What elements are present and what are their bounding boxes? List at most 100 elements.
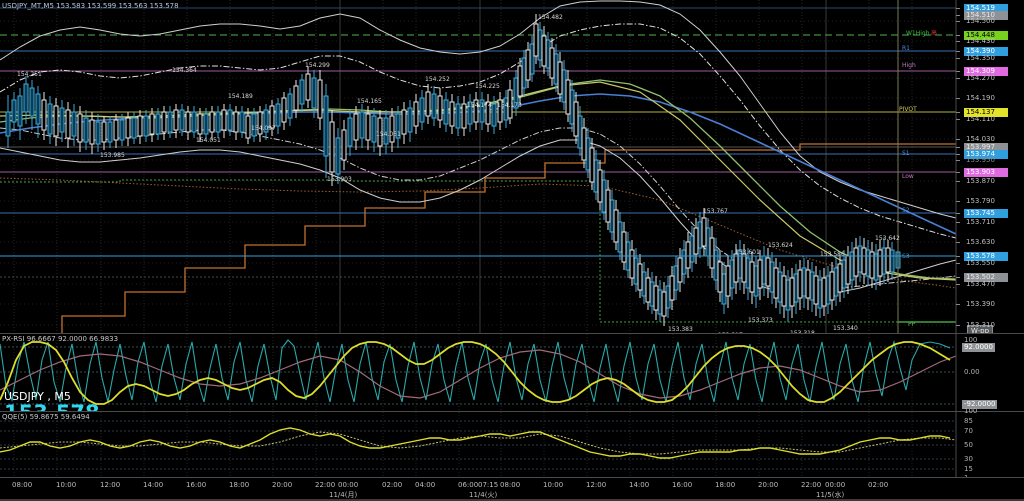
time-tick-label: 00:00 xyxy=(338,481,359,489)
time-tick-label: 12:00 xyxy=(100,481,121,489)
time-tick-label: 20:00 xyxy=(758,481,779,489)
time-scale[interactable]: 08:00 10:00 12:00 14:00 16:00 18:00 20:00 22:00… xyxy=(0,478,1024,501)
price-tick: 154.270 xyxy=(966,74,995,82)
price-tick-highlight: 153.997 xyxy=(964,143,1008,152)
price-tick-mark xyxy=(956,222,960,223)
time-tick-label: 12:00 xyxy=(586,481,607,489)
price-tick: 153.950 xyxy=(966,156,995,164)
px-rsi-main-line xyxy=(0,341,951,405)
price-tick-mark xyxy=(956,154,960,155)
price-tick-mark xyxy=(956,21,960,22)
price-tick: 153.790 xyxy=(966,197,995,205)
upper-dashdot-band xyxy=(0,23,957,239)
qqe-level-lines xyxy=(0,420,956,470)
price-tick-mark xyxy=(956,160,960,161)
price-tick: 153.630 xyxy=(966,238,995,246)
price-tick: 154.430 xyxy=(966,37,995,45)
price-tick-mark xyxy=(956,242,960,243)
px-rsi-slow-line xyxy=(0,349,957,399)
pp-step-line xyxy=(0,179,956,323)
price-tick-mark xyxy=(956,41,960,42)
qqe-main-line xyxy=(0,427,951,459)
pivot-level-lines xyxy=(0,7,956,278)
time-tick-label: 18:00 xyxy=(229,481,250,489)
price-tick-highlight: 153.974 xyxy=(964,150,1008,159)
price-tick-highlight: 154.309 xyxy=(964,67,1008,76)
indicator-tick-highlight: -92.0000 xyxy=(962,400,998,409)
pane-divider-3 xyxy=(0,477,1024,478)
qqe-header: QQE(5) 59.8675 59.6494 xyxy=(2,413,90,421)
indicator-tick: 100 xyxy=(964,336,978,344)
px-rsi-fast-line xyxy=(0,339,951,403)
qqe-signal-line xyxy=(0,431,957,455)
time-tick-label: 10:00 xyxy=(543,481,564,489)
price-tick-mark xyxy=(956,112,960,113)
price-tick-mark xyxy=(956,139,960,140)
price-tick-mark xyxy=(956,119,960,120)
symbol-overlay-label: USDJPY , M5 xyxy=(4,390,71,403)
indicator-tick: 0.00 xyxy=(964,368,980,376)
time-date-label: 11/4(月) xyxy=(329,491,358,499)
price-tick: 153.550 xyxy=(966,259,995,267)
qqe-pane[interactable] xyxy=(0,412,1024,478)
price-tick-mark xyxy=(956,284,960,285)
price-tick-highlight: 154.390 xyxy=(964,47,1008,56)
time-tick-label: 07:15 xyxy=(478,481,499,489)
px-rsi-pane[interactable] xyxy=(0,334,1024,411)
price-tick-mark xyxy=(956,256,960,257)
pane-divider-2 xyxy=(0,411,1024,412)
price-tick-mark xyxy=(956,325,960,326)
price-tick-mark xyxy=(956,263,960,264)
time-tick-label: 02:00 xyxy=(382,481,403,489)
indicator-tick: 85 xyxy=(964,417,973,425)
price-tick: 154.110 xyxy=(966,115,995,123)
price-tick-mark xyxy=(956,98,960,99)
price-tick-mark xyxy=(956,213,960,214)
price-tick: 153.390 xyxy=(966,300,995,308)
price-tick-mark xyxy=(956,71,960,72)
price-tick: 153.470 xyxy=(966,280,995,288)
time-date-label: 11/5(水) xyxy=(816,491,845,499)
price-tick: 154.190 xyxy=(966,94,995,102)
indicator-tick: 50 xyxy=(964,441,973,449)
time-tick-label: 22:00 xyxy=(315,481,336,489)
indicator-tick: 100 xyxy=(964,407,978,415)
candlestick-series xyxy=(5,14,901,326)
price-tick-mark xyxy=(956,15,960,16)
indicator-tick: 15 xyxy=(964,465,973,473)
price-tick-mark xyxy=(956,147,960,148)
time-tick-label: 22:00 xyxy=(801,481,822,489)
chart-title: USDJPY_MT,M5 153.583 153.599 153.563 153… xyxy=(2,2,179,10)
price-tick-mark xyxy=(956,51,960,52)
price-tick-highlight: 153.578 xyxy=(964,252,1008,261)
price-tick-mark xyxy=(956,172,960,173)
time-tick-label: 08:00 xyxy=(500,481,521,489)
time-tick-label: 16:00 xyxy=(672,481,693,489)
price-tick-highlight: 154.510 xyxy=(964,11,1008,20)
price-chart-canvas[interactable] xyxy=(0,0,1024,334)
time-date-label: 11/4(火) xyxy=(469,491,498,499)
price-tick-mark xyxy=(956,35,960,36)
bottom-border xyxy=(0,499,1024,501)
time-tick-label: 08:00 xyxy=(12,481,33,489)
price-scale[interactable]: 154.519 154.510 154.500 154.448 154.430 154.3… xyxy=(956,0,1024,334)
time-tick-label: 06:00 xyxy=(458,481,479,489)
price-tick-mark xyxy=(956,277,960,278)
pane-divider-1 xyxy=(0,333,1024,334)
px-rsi-header: PX-RSI 96.6667 92.0000 66.9833 xyxy=(2,335,119,343)
price-tick-highlight: 153.502 xyxy=(964,273,1008,282)
time-tick-label: 04:00 xyxy=(415,481,436,489)
price-tick-mark xyxy=(956,58,960,59)
price-tick: 153.870 xyxy=(966,177,995,185)
price-tick-mark xyxy=(956,8,960,9)
time-tick-label: 14:00 xyxy=(143,481,164,489)
price-tick: 153.710 xyxy=(966,218,995,226)
price-tick-highlight: 154.137 xyxy=(964,108,1008,117)
price-tick-highlight: 153.903 xyxy=(964,168,1008,177)
time-tick-label: 02:00 xyxy=(868,481,889,489)
time-tick-label: 10:00 xyxy=(56,481,77,489)
time-tick-label: 14:00 xyxy=(629,481,650,489)
price-tick: 154.030 xyxy=(966,135,995,143)
